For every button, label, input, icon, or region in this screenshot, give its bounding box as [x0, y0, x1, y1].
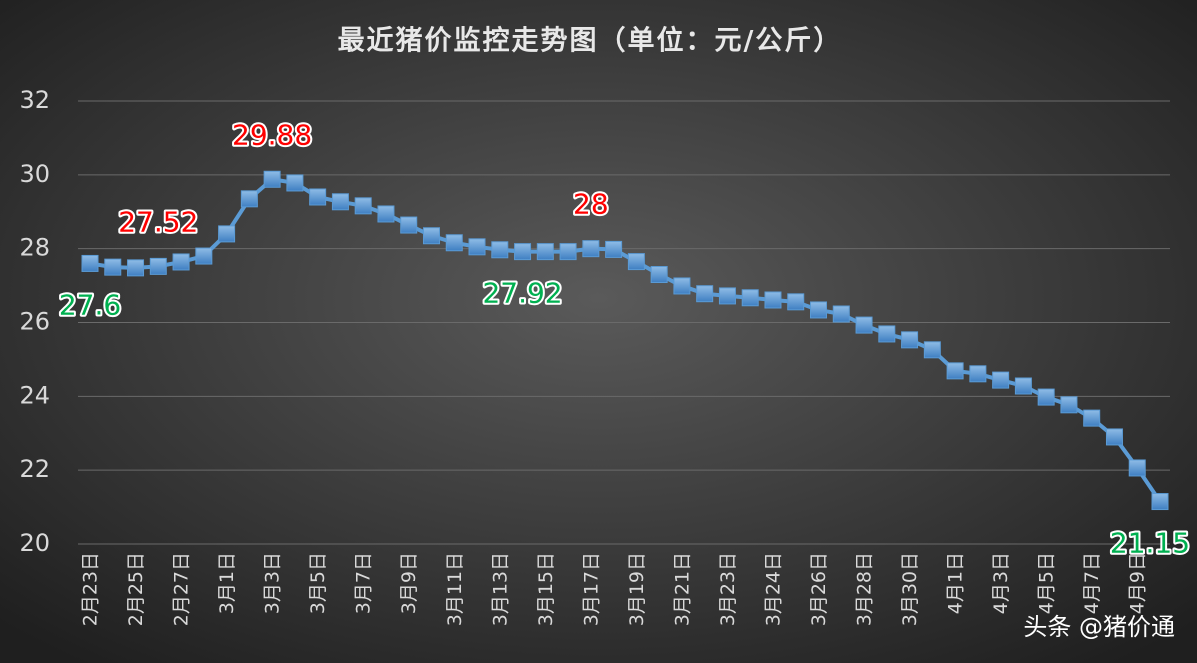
data-point — [1151, 493, 1169, 511]
data-point — [354, 197, 372, 215]
x-tick-label: 4月9日 — [1127, 552, 1149, 614]
x-tick-label: 3月23日 — [717, 552, 739, 626]
data-point — [718, 287, 736, 305]
x-tick-label: 3月5日 — [307, 552, 329, 614]
data-point — [582, 240, 600, 258]
data-point — [240, 190, 258, 208]
data-point — [172, 253, 190, 271]
data-point — [309, 188, 327, 206]
x-tick-label: 3月15日 — [535, 552, 557, 626]
x-tick-label: 3月30日 — [899, 552, 921, 626]
data-point — [195, 247, 213, 265]
data-point — [901, 331, 919, 349]
x-tick-label: 3月11日 — [444, 552, 466, 626]
x-tick-label: 3月26日 — [808, 552, 830, 626]
data-label: 29.88 — [232, 118, 312, 151]
data-point — [650, 266, 668, 284]
x-tick-label: 3月17日 — [580, 552, 602, 626]
data-point — [559, 243, 577, 261]
data-point — [764, 291, 782, 309]
data-point — [377, 205, 395, 223]
data-point — [1083, 409, 1101, 427]
data-point — [468, 238, 486, 256]
x-tick-label: 3月19日 — [626, 552, 648, 626]
x-tick-label: 4月3日 — [990, 552, 1012, 614]
watermark: 头条 @猪价通 — [1023, 613, 1175, 641]
y-tick-label: 26 — [19, 308, 50, 336]
data-point — [627, 253, 645, 271]
data-point — [992, 371, 1010, 389]
data-point — [422, 227, 440, 245]
y-tick-label: 28 — [19, 234, 50, 262]
chart-title: 最近猪价监控走势图（单位：元/公斤） — [338, 25, 843, 57]
data-point — [445, 234, 463, 252]
data-point — [263, 170, 281, 188]
x-tick-label: 3月24日 — [762, 552, 784, 626]
data-point — [605, 240, 623, 258]
data-point — [400, 216, 418, 234]
data-point — [969, 365, 987, 383]
y-tick-label: 22 — [19, 455, 50, 483]
x-tick-label: 3月7日 — [353, 552, 375, 614]
data-point — [673, 277, 691, 295]
data-label: 27.52 — [118, 205, 198, 238]
y-tick-label: 20 — [19, 529, 50, 557]
data-label: 21.15 — [1110, 527, 1190, 560]
data-label: 27.92 — [482, 277, 562, 310]
x-tick-label: 3月1日 — [216, 552, 238, 614]
x-tick-label: 4月5日 — [1036, 552, 1058, 614]
data-point — [331, 193, 349, 211]
y-tick-label: 32 — [19, 86, 50, 114]
x-tick-label: 2月23日 — [80, 552, 102, 626]
data-label: 27.6 — [59, 288, 121, 321]
data-point — [286, 174, 304, 192]
data-point — [878, 325, 896, 343]
x-tick-label: 3月28日 — [854, 552, 876, 626]
data-point — [832, 305, 850, 323]
x-tick-label: 3月9日 — [398, 552, 420, 614]
x-tick-label: 3月13日 — [489, 552, 511, 626]
data-point — [536, 243, 554, 261]
data-point — [81, 254, 99, 272]
data-point — [741, 289, 759, 307]
data-point — [1014, 377, 1032, 395]
data-point — [1105, 428, 1123, 446]
y-tick-label: 24 — [19, 381, 50, 409]
data-point — [1037, 388, 1055, 406]
y-tick-label: 30 — [19, 160, 50, 188]
data-point — [855, 316, 873, 334]
data-point — [491, 241, 509, 259]
data-point — [1128, 459, 1146, 477]
x-tick-label: 3月3日 — [262, 552, 284, 614]
data-point — [696, 285, 714, 303]
data-label: 28 — [573, 188, 609, 221]
x-tick-label: 4月1日 — [945, 552, 967, 614]
data-point — [946, 362, 964, 380]
data-point — [923, 341, 941, 359]
data-point — [810, 301, 828, 319]
x-tick-label: 3月21日 — [671, 552, 693, 626]
data-point — [104, 258, 122, 276]
x-tick-label: 4月7日 — [1081, 552, 1103, 614]
data-point — [149, 257, 167, 275]
data-point — [514, 243, 532, 261]
x-tick-label: 2月25日 — [125, 552, 147, 626]
data-point — [787, 293, 805, 311]
data-point — [218, 225, 236, 243]
x-tick-label: 2月27日 — [171, 552, 193, 626]
data-point — [1060, 396, 1078, 414]
data-point — [127, 259, 145, 277]
